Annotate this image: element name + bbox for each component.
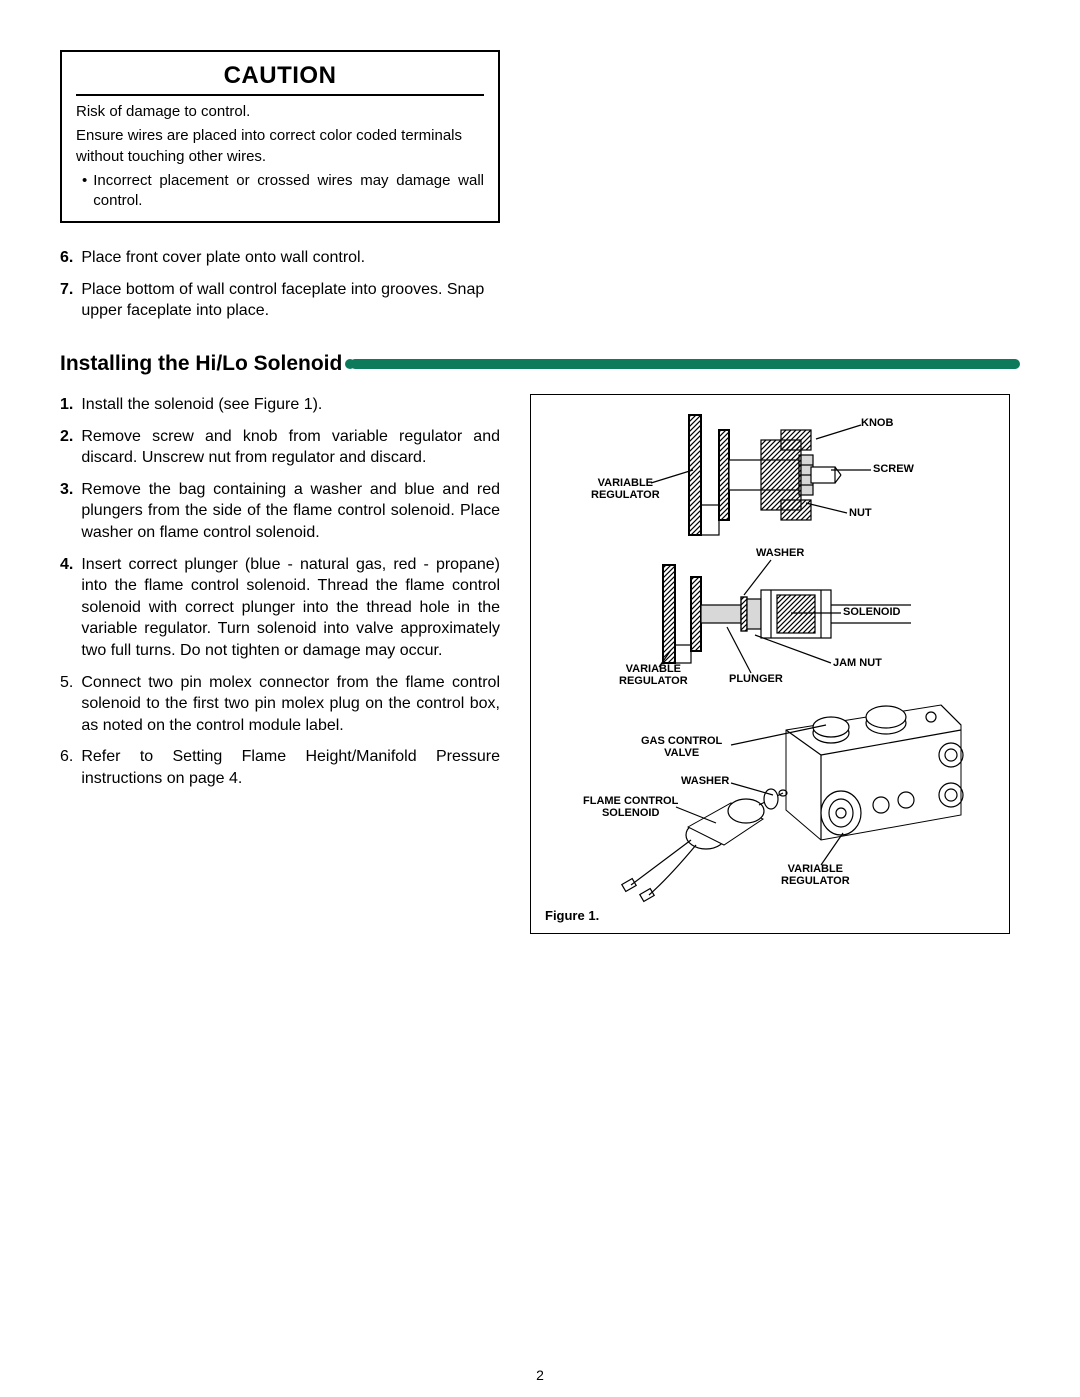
step-text: Install the solenoid (see Figure 1). [81, 394, 500, 416]
step-text: Connect two pin molex connector from the… [81, 672, 500, 737]
step-num: 7. [60, 279, 73, 322]
caution-box: CAUTION Risk of damage to control. Ensur… [60, 50, 500, 223]
install-step-4: 4. Insert correct plunger (blue - natura… [60, 554, 500, 662]
label-var-reg-mid: VARIABLE REGULATOR [619, 663, 688, 687]
section-header: Installing the Hi/Lo Solenoid [60, 352, 1020, 376]
label-flame-solenoid: FLAME CONTROL SOLENOID [583, 795, 678, 819]
label-washer-top: WASHER [756, 547, 804, 559]
caution-bullet-text: Incorrect placement or crossed wires may… [93, 171, 484, 212]
install-step-6: 6. Refer to Setting Flame Height/Manifol… [60, 746, 500, 789]
label-var-reg-bottom: VARIABLE REGULATOR [781, 863, 850, 887]
step-num: 6. [60, 746, 73, 789]
step-text: Remove screw and knob from variable regu… [81, 426, 500, 469]
step-num: 1. [60, 394, 73, 416]
caution-line1: Risk of damage to control. [76, 102, 484, 122]
page-number: 2 [0, 1367, 1080, 1383]
figure-svg [531, 395, 1011, 935]
caution-line2: Ensure wires are placed into correct col… [76, 126, 484, 167]
figure-caption: Figure 1. [545, 908, 599, 923]
caution-bullet: • Incorrect placement or crossed wires m… [76, 171, 484, 212]
install-step-2: 2. Remove screw and knob from variable r… [60, 426, 500, 469]
bullet-dot: • [82, 171, 87, 212]
label-solenoid: SOLENOID [843, 606, 900, 618]
label-washer-bottom: WASHER [681, 775, 729, 787]
step-text: Place front cover plate onto wall contro… [81, 247, 500, 269]
label-screw: SCREW [873, 463, 914, 475]
step-7: 7. Place bottom of wall control faceplat… [60, 279, 500, 322]
section-accent-line [350, 359, 1020, 369]
step-6: 6. Place front cover plate onto wall con… [60, 247, 500, 269]
figure-1: KNOB SCREW NUT VARIABLE REGULATOR WASHER… [530, 394, 1010, 934]
label-gas-valve: GAS CONTROL VALVE [641, 735, 722, 759]
step-text: Insert correct plunger (blue - natural g… [81, 554, 500, 662]
step-text: Place bottom of wall control faceplate i… [81, 279, 500, 322]
step-num: 6. [60, 247, 73, 269]
step-num: 3. [60, 479, 73, 544]
step-num: 4. [60, 554, 73, 662]
caution-rule [76, 94, 484, 96]
install-steps-list: 1. Install the solenoid (see Figure 1). … [60, 394, 500, 800]
label-var-reg-top: VARIABLE REGULATOR [591, 477, 660, 501]
step-num: 5. [60, 672, 73, 737]
step-text: Refer to Setting Flame Height/Manifold P… [81, 746, 500, 789]
label-knob: KNOB [861, 417, 893, 429]
step-num: 2. [60, 426, 73, 469]
label-jam-nut: JAM NUT [833, 657, 882, 669]
label-nut: NUT [849, 507, 872, 519]
caution-title: CAUTION [62, 52, 498, 94]
section-title: Installing the Hi/Lo Solenoid [60, 352, 342, 376]
install-step-5: 5. Connect two pin molex connector from … [60, 672, 500, 737]
label-plunger: PLUNGER [729, 673, 783, 685]
top-steps-list: 6. Place front cover plate onto wall con… [60, 247, 500, 322]
step-text: Remove the bag containing a washer and b… [81, 479, 500, 544]
install-step-1: 1. Install the solenoid (see Figure 1). [60, 394, 500, 416]
caution-body: Risk of damage to control. Ensure wires … [62, 102, 498, 211]
install-step-3: 3. Remove the bag containing a washer an… [60, 479, 500, 544]
